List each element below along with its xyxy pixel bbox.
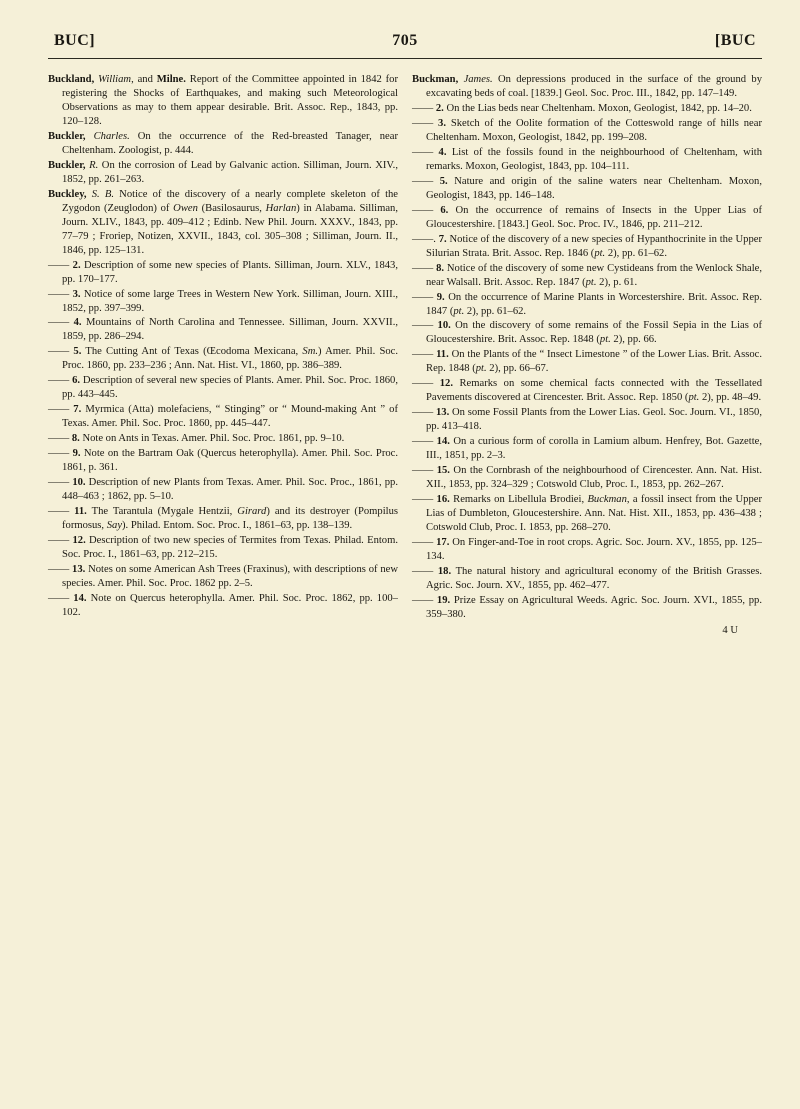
signature-mark: 4 U [412,624,762,638]
bibliography-entry: —— 10. On the discovery of some remains … [412,319,762,347]
bibliography-entry: —— 12. Description of two new species of… [48,534,398,562]
bibliography-entry: —— 13. Notes on some American Ash Trees … [48,563,398,591]
bibliography-entry: Buckland, William, and Milne. Report of … [48,73,398,129]
bibliography-entry: Buckman, James. On depressions produced … [412,73,762,101]
bibliography-entry: ——. 7. Notice of the discovery of a new … [412,233,762,261]
bibliography-entry: —— 3. Sketch of the Oolite formation of … [412,117,762,145]
bibliography-entry: —— 7. Myrmica (Atta) molefaciens, “ Stin… [48,403,398,431]
bibliography-entry: —— 16. Remarks on Libellula Brodiei, Buc… [412,493,762,535]
page-header: BUC] 705 [BUC [48,32,762,50]
bibliography-entry: —— 11. On the Plants of the “ Insect Lim… [412,348,762,376]
bibliography-entry: —— 6. Description of several new species… [48,374,398,402]
bibliography-entry: —— 13. On some Fossil Plants from the Lo… [412,406,762,434]
bibliography-entry: —— 2. On the Lias beds near Cheltenham. … [412,102,762,116]
bibliography-entry: —— 11. The Tarantula (Mygale Hentzii, Gi… [48,505,398,533]
bibliography-entry: —— 10. Description of new Plants from Te… [48,476,398,504]
bibliography-entry: —— 8. Note on Ants in Texas. Amer. Phil.… [48,432,398,446]
bibliography-entry: —— 4. List of the fossils found in the n… [412,146,762,174]
bibliography-entry: —— 14. Note on Quercus heterophylla. Ame… [48,592,398,620]
header-left: BUC] [54,32,95,50]
bibliography-entry: Buckler, Charles. On the occurrence of t… [48,130,398,158]
bibliography-entry: —— 17. On Finger-and-Toe in root crops. … [412,536,762,564]
header-rule [48,58,762,59]
bibliography-entry: —— 18. The natural history and agricultu… [412,565,762,593]
bibliography-entry: Buckler, R. On the corrosion of Lead by … [48,159,398,187]
bibliography-entry: Buckley, S. B. Notice of the discovery o… [48,188,398,258]
bibliography-entry: —— 15. On the Cornbrash of the neighbour… [412,464,762,492]
bibliography-entry: —— 3. Notice of some large Trees in West… [48,288,398,316]
bibliography-entry: —— 8. Notice of the discovery of some ne… [412,262,762,290]
bibliography-columns: Buckland, William, and Milne. Report of … [48,73,762,638]
bibliography-entry: —— 2. Description of some new species of… [48,259,398,287]
bibliography-entry: —— 4. Mountains of North Carolina and Te… [48,316,398,344]
bibliography-entry: —— 19. Prize Essay on Agricultural Weeds… [412,594,762,622]
bibliography-entry: —— 14. On a curious form of corolla in L… [412,435,762,463]
bibliography-entry: —— 12. Remarks on some chemical facts co… [412,377,762,405]
bibliography-entry: —— 5. Nature and origin of the saline wa… [412,175,762,203]
bibliography-entry: —— 9. Note on the Bartram Oak (Quercus h… [48,447,398,475]
header-right: [BUC [715,32,756,50]
bibliography-entry: —— 9. On the occurrence of Marine Plants… [412,291,762,319]
bibliography-entry: —— 5. The Cutting Ant of Texas (Œcodoma … [48,345,398,373]
header-center: 705 [392,32,418,50]
bibliography-entry: —— 6. On the occurrence of remains of In… [412,204,762,232]
